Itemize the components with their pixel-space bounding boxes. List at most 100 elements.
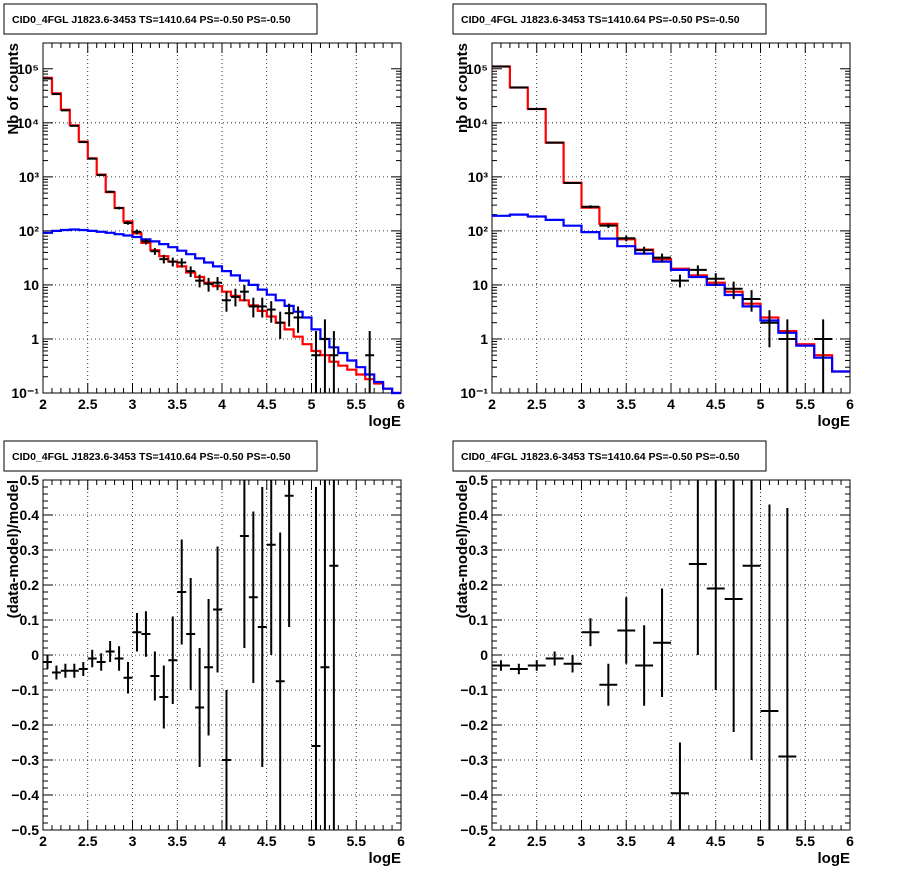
data-point <box>248 511 258 683</box>
data-point <box>177 539 187 645</box>
x-tick-label: 3 <box>578 833 586 849</box>
data-point <box>257 297 267 318</box>
data-point <box>87 157 97 160</box>
data-point <box>60 663 70 678</box>
data-point <box>96 653 106 671</box>
x-tick-label: 3.5 <box>168 396 188 412</box>
y-axis-label: Nb of counts <box>5 43 22 135</box>
data-point <box>563 655 582 673</box>
data-point <box>213 277 222 291</box>
data-point <box>581 205 600 209</box>
x-tick-label: 2.5 <box>527 396 547 412</box>
data-point <box>132 229 142 235</box>
y-tick-label: 10² <box>468 223 489 239</box>
data-point <box>248 297 258 318</box>
y-tick-label: −0.3 <box>460 752 488 768</box>
model-series-0 <box>43 76 401 395</box>
y-tick-label: 10⁴ <box>466 115 489 131</box>
data-point <box>257 487 267 767</box>
chart-title: CID0_4FGL J1823.6-3453 TS=1410.64 PS=-0.… <box>461 14 740 26</box>
x-axis-label: logE <box>369 850 402 867</box>
data-point <box>105 641 115 662</box>
x-tick-label: 5 <box>757 396 765 412</box>
x-tick-label: 2.5 <box>78 833 98 849</box>
y-tick-label: −0.2 <box>11 717 39 733</box>
x-axis-label: logE <box>369 413 402 430</box>
data-point <box>275 311 285 339</box>
y-tick-label: −0.5 <box>11 822 39 838</box>
data-point <box>706 480 725 690</box>
x-tick-label: 2 <box>488 396 496 412</box>
data-point <box>527 108 546 111</box>
data-point <box>778 319 797 393</box>
data-point <box>177 258 187 268</box>
x-tick-label: 4 <box>667 396 675 412</box>
data-point <box>168 257 178 267</box>
data-point <box>563 181 582 184</box>
data-point <box>222 690 231 830</box>
data-point <box>266 480 276 655</box>
x-tick-label: 6 <box>846 833 854 849</box>
x-tick-label: 5 <box>308 396 316 412</box>
data-point <box>69 124 79 127</box>
y-tick-label: 0 <box>31 647 39 663</box>
data-point <box>195 648 205 767</box>
data-point <box>635 246 654 255</box>
x-tick-label: 5.5 <box>347 396 367 412</box>
y-tick-label: 0.4 <box>20 507 40 523</box>
x-tick-label: 2 <box>39 396 47 412</box>
y-tick-label: 10⁵ <box>466 61 488 77</box>
data-point <box>123 662 133 694</box>
y-tick-label: 10 <box>23 277 39 293</box>
y-tick-label: 10⁵ <box>17 61 39 77</box>
y-tick-label: 10⁻¹ <box>11 385 39 401</box>
chart-title: CID0_4FGL J1823.6-3453 TS=1410.64 PS=-0.… <box>12 14 291 26</box>
data-point <box>311 331 321 393</box>
data-point <box>96 174 106 177</box>
plot-area <box>43 480 401 830</box>
data-point <box>284 480 294 627</box>
x-tick-label: 6 <box>397 396 405 412</box>
data-point <box>222 291 231 312</box>
data-point <box>284 303 294 327</box>
data-point <box>132 613 142 652</box>
y-tick-label: 1 <box>480 331 488 347</box>
data-point <box>320 480 330 830</box>
x-tick-label: 5.5 <box>796 833 816 849</box>
y-tick-label: 0.5 <box>20 472 40 488</box>
x-tick-label: 3 <box>578 396 586 412</box>
data-point <box>87 649 97 668</box>
data-point <box>159 665 169 729</box>
x-tick-label: 5 <box>757 833 765 849</box>
y-tick-label: 0.3 <box>20 542 40 558</box>
data-point <box>123 221 133 225</box>
data-point <box>635 625 654 706</box>
data-point <box>51 665 61 680</box>
data-point <box>141 238 151 245</box>
data-point <box>168 616 178 704</box>
x-tick-label: 4 <box>218 833 226 849</box>
data-point <box>653 253 671 263</box>
data-point <box>69 663 79 678</box>
plot-area <box>492 480 850 830</box>
x-tick-label: 2.5 <box>527 833 547 849</box>
x-axis-label: logE <box>818 413 851 430</box>
data-point <box>778 508 797 830</box>
title-box <box>3 3 318 35</box>
data-point <box>60 109 70 112</box>
y-tick-label: −0.3 <box>11 752 39 768</box>
y-tick-label: −0.5 <box>460 822 488 838</box>
data-point <box>266 301 276 323</box>
panel-counts-left: CID0_4FGL J1823.6-3453 TS=1410.64 PS=-0.… <box>3 3 405 430</box>
data-point <box>671 742 689 830</box>
y-tick-label: 10³ <box>468 169 489 185</box>
x-axis-label: logE <box>818 850 851 867</box>
x-tick-label: 6 <box>397 833 405 849</box>
x-tick-label: 3 <box>129 396 137 412</box>
data-point <box>688 265 707 276</box>
data-point <box>724 281 743 299</box>
y-tick-label: −0.4 <box>11 787 39 803</box>
plot-area <box>43 43 401 393</box>
y-tick-label: 1 <box>31 331 39 347</box>
